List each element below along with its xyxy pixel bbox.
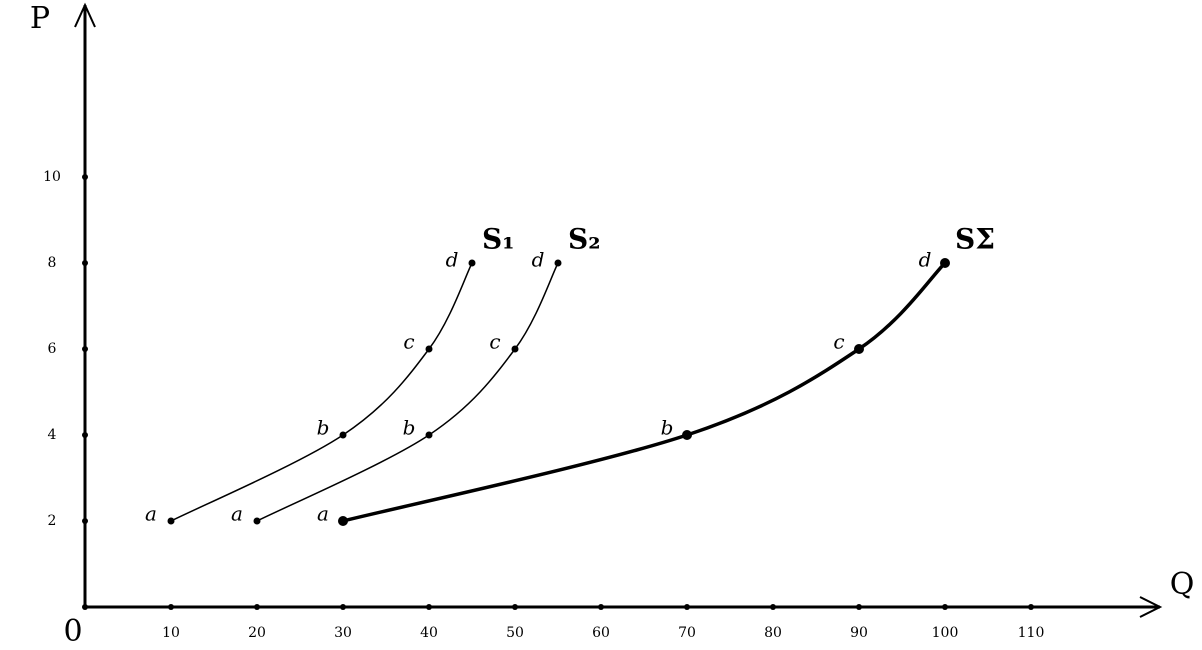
curve-point [425, 431, 433, 439]
curve-point [554, 259, 562, 267]
curve-point [511, 345, 519, 353]
y-axis-arrow [74, 2, 96, 28]
supply-curve [256, 262, 559, 522]
x-tick-label: 100 [932, 625, 959, 641]
x-tick-label: 40 [420, 625, 438, 641]
point-label: a [145, 502, 157, 526]
y-tick-label: 4 [48, 427, 57, 443]
point-label: b [403, 416, 416, 440]
x-axis-arrow [1139, 596, 1163, 618]
curve-point [339, 431, 347, 439]
y-tick [82, 432, 88, 438]
y-tick-label: 6 [48, 341, 57, 357]
x-tick-label: 110 [1018, 625, 1045, 641]
y-axis-label: P [30, 1, 50, 36]
x-tick [856, 604, 862, 610]
supply-curve [342, 261, 947, 523]
x-tick [426, 604, 432, 610]
y-tick [82, 174, 88, 180]
curve-point [854, 344, 864, 354]
point-label: c [489, 330, 500, 354]
x-axis-label: Q [1170, 567, 1195, 602]
curve-point [338, 516, 348, 526]
x-tick-label: 60 [592, 625, 610, 641]
x-tick [1028, 604, 1034, 610]
supply-curve [170, 262, 473, 522]
y-tick-label: 10 [43, 169, 61, 185]
point-label: d [446, 248, 459, 272]
curve-point [940, 258, 950, 268]
point-label: b [661, 416, 674, 440]
y-tick [82, 260, 88, 266]
curve-point [253, 517, 261, 525]
x-tick-label: 80 [764, 625, 782, 641]
x-tick-label: 30 [334, 625, 352, 641]
x-tick-label: 0 [63, 614, 82, 649]
y-tick-label: 8 [48, 255, 57, 271]
curve-point [468, 259, 476, 267]
series-label: S₁ [482, 223, 514, 256]
y-tick [82, 518, 88, 524]
point-label: a [317, 502, 329, 526]
x-tick [254, 604, 260, 610]
x-tick [598, 604, 604, 610]
x-tick-label: 50 [506, 625, 524, 641]
series-label: SΣ [955, 223, 995, 256]
x-tick [942, 604, 948, 610]
point-label: c [833, 330, 844, 354]
point-label: a [231, 502, 243, 526]
x-tick [340, 604, 346, 610]
curve-point [167, 517, 175, 525]
x-tick-label: 90 [850, 625, 868, 641]
point-label: b [317, 416, 330, 440]
x-tick [512, 604, 518, 610]
y-tick-label: 2 [48, 513, 57, 529]
series-label: S₂ [568, 223, 600, 256]
x-tick-label: 10 [162, 625, 180, 641]
x-tick [82, 604, 88, 610]
x-tick [684, 604, 690, 610]
point-label: d [919, 248, 932, 272]
x-tick-label: 70 [678, 625, 696, 641]
curve-point [682, 430, 692, 440]
y-tick [82, 346, 88, 352]
point-label: c [403, 330, 414, 354]
curve-point [425, 345, 433, 353]
x-tick-label: 20 [248, 625, 266, 641]
x-tick [168, 604, 174, 610]
x-tick [770, 604, 776, 610]
point-label: d [532, 248, 545, 272]
